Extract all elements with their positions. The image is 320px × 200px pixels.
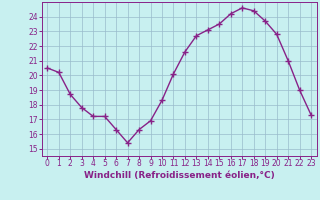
X-axis label: Windchill (Refroidissement éolien,°C): Windchill (Refroidissement éolien,°C) <box>84 171 275 180</box>
